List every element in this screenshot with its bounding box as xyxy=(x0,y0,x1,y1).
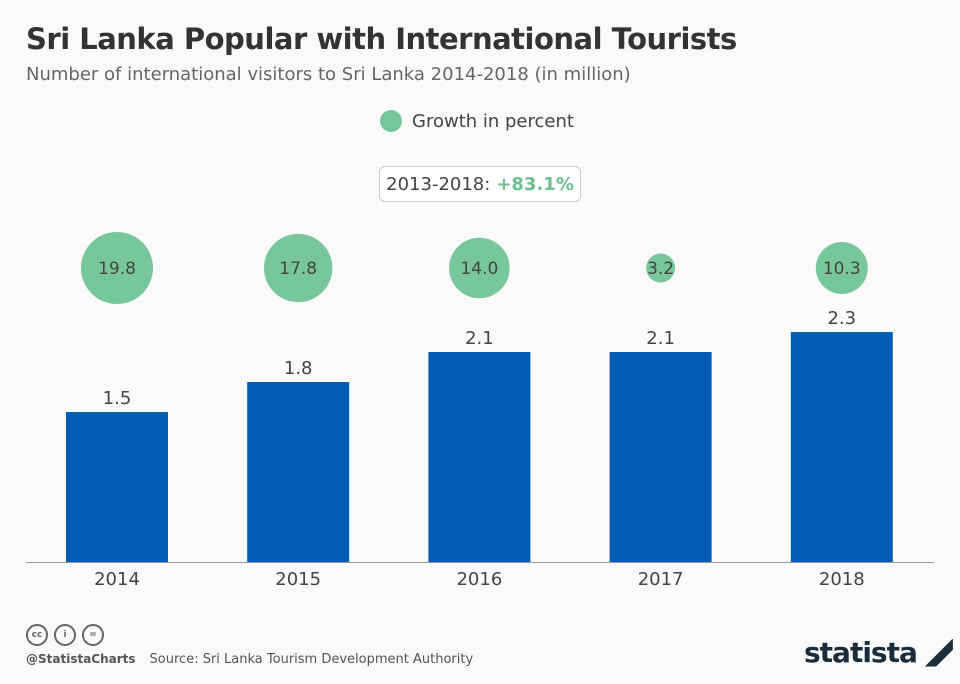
bar-2015 xyxy=(247,382,350,562)
cc-icon: cc xyxy=(26,624,48,646)
chart-title: Sri Lanka Popular with International Tou… xyxy=(26,22,737,56)
bar-chart: 1.5 2014 19.8 1.8 2015 17.8 2.1 2016 14.0 2.1 2017… xyxy=(26,231,934,590)
logo-icon xyxy=(924,638,953,667)
x-tick-2017: 2017 xyxy=(638,569,684,590)
value-label-2016: 2.1 xyxy=(465,328,494,349)
source: Source: Sri Lanka Tourism Development Au… xyxy=(149,652,474,667)
growth-label-2016: 14.0 xyxy=(460,259,498,279)
growth-label-2014: 19.8 xyxy=(98,259,136,279)
footer: @StatistaCharts Source: Sri Lanka Tourism… xyxy=(26,652,473,667)
bar-2017 xyxy=(609,352,712,562)
growth-bubble-2016 xyxy=(449,237,510,299)
x-tick-2016: 2016 xyxy=(456,569,502,590)
growth-bubble-2017 xyxy=(646,253,676,283)
growth-label-2015: 17.8 xyxy=(279,259,317,279)
growth-bubble-2018 xyxy=(815,242,868,294)
x-tick-2015: 2015 xyxy=(275,569,321,590)
chart-subtitle: Number of international visitors to Sri … xyxy=(26,64,631,85)
legend: Growth in percent xyxy=(380,110,574,132)
value-label-2017: 2.1 xyxy=(646,328,675,349)
summary-value: +83.1% xyxy=(496,173,574,195)
value-label-2018: 2.3 xyxy=(827,308,856,329)
bar-2018 xyxy=(790,332,893,562)
bar-2014 xyxy=(66,412,168,562)
x-tick-2014: 2014 xyxy=(94,569,140,590)
legend-dot-icon xyxy=(380,110,402,132)
value-label-2015: 1.8 xyxy=(284,358,313,379)
bar-2016 xyxy=(428,352,531,562)
summary-label: 2013-2018: xyxy=(386,173,491,195)
growth-label-2017: 3.2 xyxy=(647,259,674,279)
attribution-icon: i xyxy=(54,624,76,646)
no-derivatives-icon: = xyxy=(82,624,104,646)
value-label-2014: 1.5 xyxy=(103,388,132,409)
growth-bubble-2015 xyxy=(264,233,333,303)
logo-text: statista xyxy=(804,636,918,669)
growth-bubble-2014 xyxy=(80,231,154,305)
license-icons: cc i = xyxy=(26,624,104,646)
handle: @StatistaCharts xyxy=(26,652,136,666)
summary-box: 2013-2018: +83.1% xyxy=(379,166,581,202)
x-tick-2018: 2018 xyxy=(819,569,865,590)
legend-label: Growth in percent xyxy=(412,110,574,132)
growth-label-2018: 10.3 xyxy=(823,259,861,279)
statista-logo: statista xyxy=(804,636,953,669)
